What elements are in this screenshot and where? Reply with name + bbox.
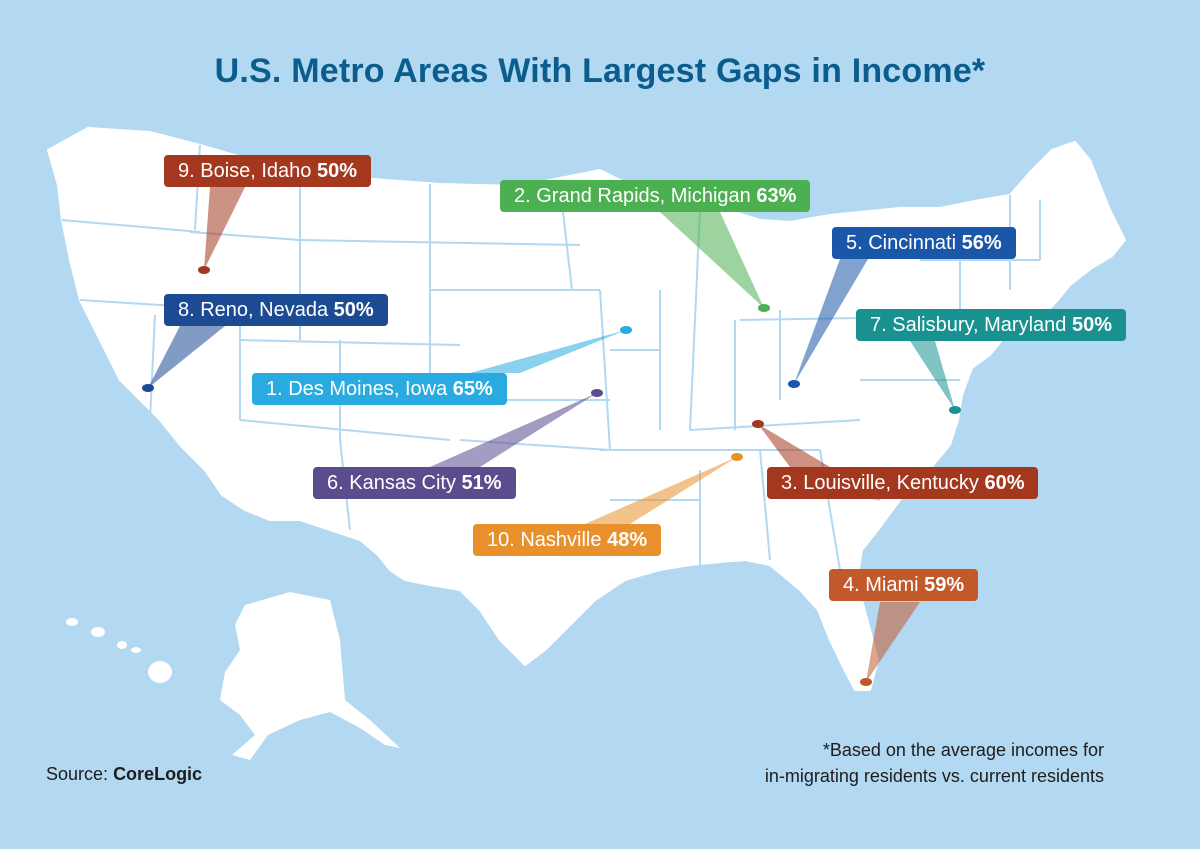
pointer-miami (866, 602, 920, 682)
callout-reno: 8. Reno, Nevada 50% (164, 294, 388, 326)
callout-nashville: 10. Nashville 48% (473, 524, 662, 556)
callout-cincinnati: 5. Cincinnati 56% (832, 227, 1016, 259)
callout-label: 4. Miami (843, 574, 919, 596)
callout-pointers (148, 187, 955, 682)
callout-value: 63% (756, 185, 797, 207)
dot-kansas-city (591, 389, 603, 397)
location-dots (142, 266, 961, 686)
callout-miami: 4. Miami 59% (829, 569, 979, 601)
callout-boise: 9. Boise, Idaho 50% (164, 155, 372, 187)
callout-value: 51% (461, 472, 502, 494)
callout-label: 10. Nashville (487, 529, 602, 551)
pointer-boise (204, 187, 245, 270)
callout-label: 8. Reno, Nevada (178, 299, 329, 321)
pointer-grand-rapids (660, 212, 764, 308)
callout-kansas-city: 6. Kansas City 51% (313, 467, 516, 499)
pointer-louisville (758, 424, 830, 467)
pointer-kansas-city (430, 393, 597, 467)
pointer-des-moines (470, 330, 626, 373)
callout-louisville: 3. Louisville, Kentucky 60% (767, 467, 1039, 499)
dot-grand-rapids (758, 304, 770, 312)
callout-grand-rapids: 2. Grand Rapids, Michigan 63% (500, 180, 811, 212)
pointer-nashville (585, 457, 737, 524)
footnote: *Based on the average incomes for in-mig… (765, 737, 1104, 789)
dot-cincinnati (788, 380, 800, 388)
footnote-line-2: in-migrating residents vs. current resid… (764, 766, 1104, 786)
callout-salisbury: 7. Salisbury, Maryland 50% (856, 309, 1126, 341)
alaska-landmass (220, 592, 400, 760)
dot-louisville (752, 420, 764, 428)
callout-label: 7. Salisbury, Maryland (870, 314, 1067, 336)
callout-label: 2. Grand Rapids, Michigan (514, 185, 751, 207)
pointer-salisbury (910, 341, 955, 410)
callout-label: 3. Louisville, Kentucky (781, 472, 979, 494)
callout-value: 50% (1071, 314, 1112, 336)
hawaii-islands (66, 618, 172, 683)
callout-value: 56% (961, 232, 1002, 254)
footnote-line-1: *Based on the average incomes for (822, 740, 1104, 760)
callout-value: 48% (607, 529, 648, 551)
callout-des-moines: 1. Des Moines, Iowa 65% (252, 373, 507, 405)
dot-reno (142, 384, 154, 392)
dot-boise (198, 266, 210, 274)
callout-value: 50% (333, 299, 374, 321)
source-name: CoreLogic (113, 764, 203, 784)
page-title: U.S. Metro Areas With Largest Gaps in In… (214, 52, 986, 90)
callout-value: 60% (984, 472, 1025, 494)
dot-salisbury (949, 406, 961, 414)
callout-label: 6. Kansas City (327, 472, 456, 494)
source-credit: Source: CoreLogic (46, 764, 202, 785)
callout-label: 9. Boise, Idaho (178, 160, 312, 182)
callout-label: 5. Cincinnati (846, 232, 957, 254)
callout-label: 1. Des Moines, Iowa (266, 378, 448, 400)
dot-nashville (731, 453, 743, 461)
dot-des-moines (620, 326, 632, 334)
callout-value: 59% (924, 574, 965, 596)
pointer-cincinnati (794, 259, 868, 384)
pointer-reno (148, 326, 225, 388)
callout-value: 50% (317, 160, 358, 182)
callout-value: 65% (452, 378, 493, 400)
source-label: Source: (46, 764, 109, 784)
dot-miami (860, 678, 872, 686)
